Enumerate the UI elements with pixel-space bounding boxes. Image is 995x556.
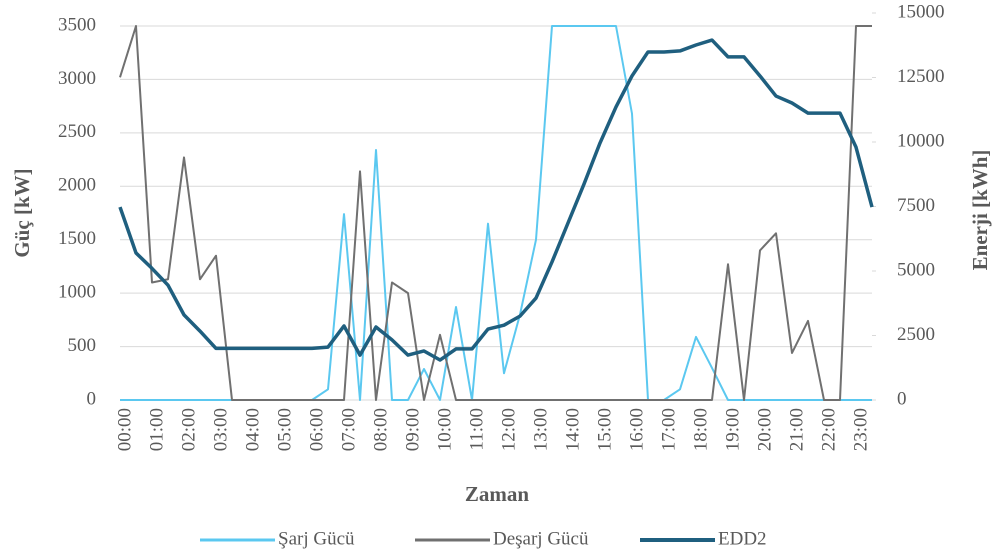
x-tick-label: 03:00 xyxy=(210,408,231,451)
y2-tick-label: 5000 xyxy=(897,259,935,280)
y2-tick-label: 7500 xyxy=(897,195,935,216)
series-line xyxy=(120,26,872,400)
y2-tick-label: 15000 xyxy=(897,1,945,22)
y-tick-label: 1000 xyxy=(58,282,96,303)
legend-label: EDD2 xyxy=(718,528,767,549)
y-tick-label: 2000 xyxy=(58,175,96,196)
x-tick-label: 15:00 xyxy=(594,408,615,451)
y-tick-label: 0 xyxy=(87,388,97,409)
x-tick-label: 12:00 xyxy=(498,408,519,451)
y2-tick-label: 10000 xyxy=(897,130,945,151)
chart: Zaman Güç [kW] Enerji [kWh] 0 500 1000 1500… xyxy=(0,0,995,556)
x-tick-label: 02:00 xyxy=(178,408,199,451)
y2-tick-label: 2500 xyxy=(897,324,935,345)
x-tick-label: 13:00 xyxy=(530,408,551,451)
legend-label: Deşarj Gücü xyxy=(493,528,589,549)
y2-tick-label: 12500 xyxy=(897,66,945,87)
x-tick-label: 09:00 xyxy=(402,408,423,451)
x-axis-title: Zaman xyxy=(465,482,530,506)
legend-label: Şarj Gücü xyxy=(278,528,355,549)
x-tick-label: 16:00 xyxy=(626,408,647,451)
y2-tick-label: 0 xyxy=(897,388,907,409)
x-tick-label: 04:00 xyxy=(242,408,263,451)
x-tick-label: 14:00 xyxy=(562,408,583,451)
x-tick-label: 18:00 xyxy=(690,408,711,451)
y-axis-title: Güç [kW] xyxy=(10,168,34,257)
x-tick-label: 05:00 xyxy=(274,408,295,451)
x-tick-label: 01:00 xyxy=(146,408,167,451)
x-tick-label: 21:00 xyxy=(786,408,807,451)
x-tick-label: 08:00 xyxy=(370,408,391,451)
series-line xyxy=(120,26,872,400)
x-tick-label: 00:00 xyxy=(114,408,135,451)
x-tick-label: 10:00 xyxy=(434,408,455,451)
x-tick-label: 23:00 xyxy=(850,408,871,451)
series-line xyxy=(120,40,872,360)
y-tick-label: 500 xyxy=(68,335,97,356)
x-tick-label: 06:00 xyxy=(306,408,327,451)
y-tick-label: 3000 xyxy=(58,68,96,89)
x-tick-label: 11:00 xyxy=(466,408,487,451)
x-tick-label: 17:00 xyxy=(658,408,679,451)
x-tick-label: 20:00 xyxy=(754,408,775,451)
y-tick-label: 1500 xyxy=(58,228,96,249)
x-tick-label: 22:00 xyxy=(818,408,839,451)
y-tick-label: 2500 xyxy=(58,121,96,142)
y2-axis-title: Enerji [kWh] xyxy=(968,150,992,271)
x-tick-label: 07:00 xyxy=(338,408,359,451)
x-tick-label: 19:00 xyxy=(722,408,743,451)
y-tick-label: 3500 xyxy=(58,14,96,35)
